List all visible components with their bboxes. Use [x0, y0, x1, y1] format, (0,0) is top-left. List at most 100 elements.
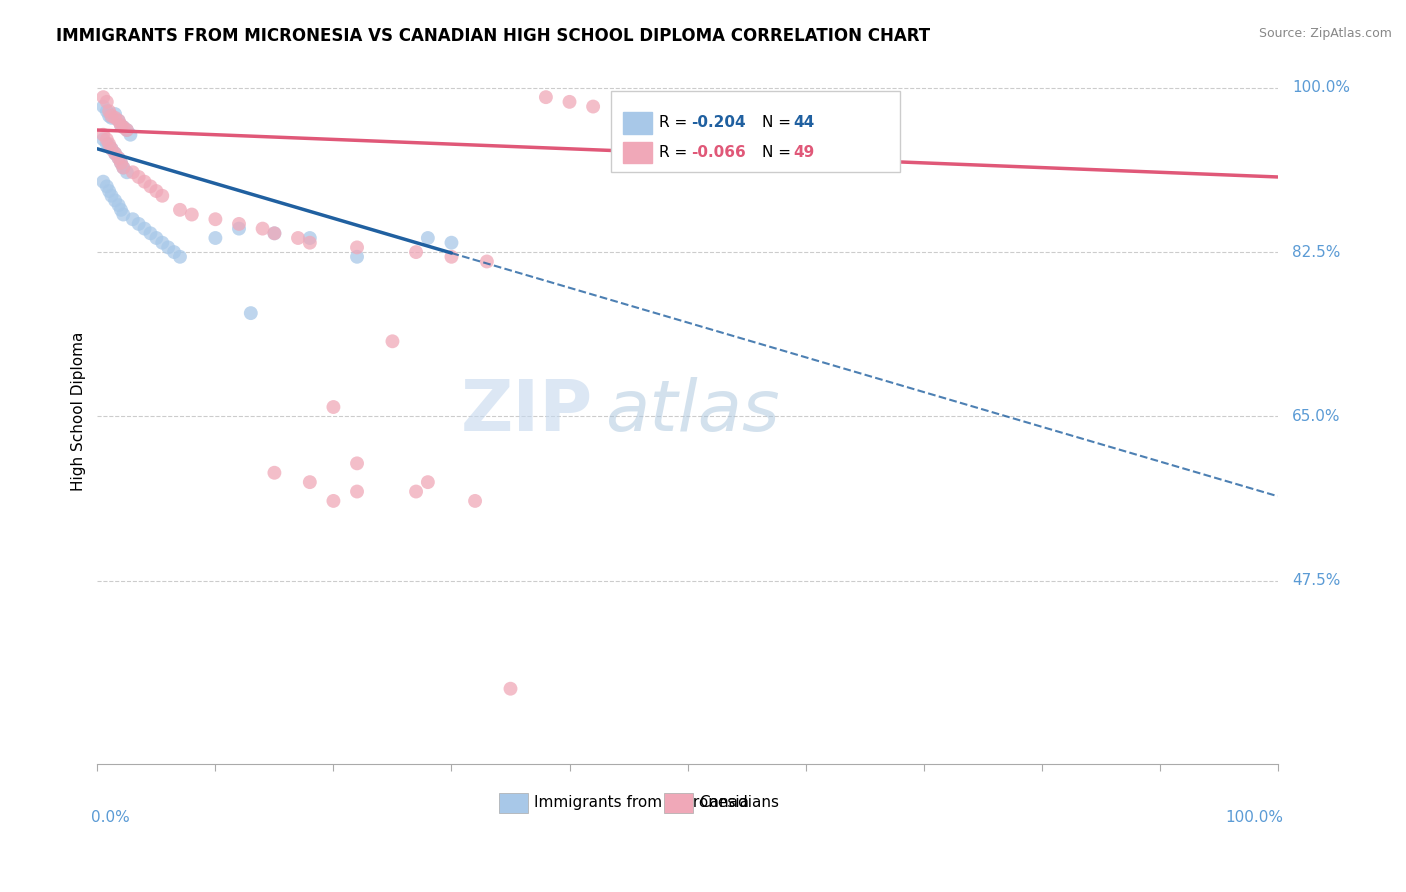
Point — [121, 165, 143, 179]
Point — [98, 109, 121, 123]
Text: -0.066: -0.066 — [692, 145, 745, 160]
Point — [263, 227, 285, 241]
Point — [96, 179, 118, 194]
Point — [346, 250, 368, 264]
Point — [440, 250, 463, 264]
Text: N =: N = — [762, 115, 796, 130]
Text: Immigrants from Micronesia: Immigrants from Micronesia — [534, 795, 749, 810]
Point — [128, 217, 150, 231]
Point — [91, 128, 114, 142]
Point — [110, 119, 132, 133]
Point — [91, 175, 114, 189]
Point — [416, 475, 439, 490]
Point — [96, 137, 118, 152]
Point — [110, 156, 132, 170]
Point — [139, 227, 162, 241]
Point — [145, 184, 167, 198]
Point — [110, 202, 132, 217]
Point — [112, 161, 135, 175]
Point — [228, 221, 250, 235]
Point — [104, 146, 127, 161]
Point — [298, 235, 321, 250]
FancyBboxPatch shape — [499, 793, 529, 814]
Text: 0.0%: 0.0% — [91, 810, 131, 824]
Point — [96, 95, 118, 109]
Point — [169, 250, 191, 264]
Point — [91, 132, 114, 146]
Point — [110, 156, 132, 170]
Point — [322, 400, 344, 414]
Point — [120, 128, 142, 142]
Point — [100, 142, 122, 156]
Point — [263, 227, 285, 241]
FancyBboxPatch shape — [664, 793, 693, 814]
Point — [405, 484, 427, 499]
Point — [157, 240, 180, 254]
Point — [107, 113, 129, 128]
Text: R =: R = — [659, 145, 692, 160]
Text: Canadians: Canadians — [699, 795, 779, 810]
Point — [145, 231, 167, 245]
Point — [346, 484, 368, 499]
Point — [416, 231, 439, 245]
Point — [98, 137, 121, 152]
Point — [107, 113, 129, 128]
Point — [107, 151, 129, 165]
Point — [150, 235, 173, 250]
Text: -0.204: -0.204 — [692, 115, 745, 130]
Point — [100, 111, 122, 125]
Point — [346, 240, 368, 254]
Point — [107, 151, 129, 165]
Point — [582, 99, 605, 113]
Text: Source: ZipAtlas.com: Source: ZipAtlas.com — [1258, 27, 1392, 40]
Text: ZIP: ZIP — [461, 377, 593, 446]
Point — [180, 208, 202, 222]
Point — [381, 334, 404, 349]
Point — [263, 466, 285, 480]
Point — [107, 198, 129, 212]
Point — [558, 95, 581, 109]
Point — [96, 104, 118, 119]
Y-axis label: High School Diploma: High School Diploma — [72, 332, 86, 491]
Point — [139, 179, 162, 194]
Point — [252, 221, 274, 235]
Text: 100.0%: 100.0% — [1292, 80, 1350, 95]
Point — [499, 681, 522, 696]
FancyBboxPatch shape — [610, 91, 900, 172]
Text: atlas: atlas — [605, 377, 779, 446]
Point — [121, 212, 143, 227]
Point — [112, 161, 135, 175]
Point — [322, 494, 344, 508]
Text: N =: N = — [762, 145, 796, 160]
Point — [150, 188, 173, 202]
Point — [115, 165, 138, 179]
Point — [228, 217, 250, 231]
Point — [112, 208, 135, 222]
Point — [298, 475, 321, 490]
Text: 49: 49 — [794, 145, 815, 160]
FancyBboxPatch shape — [623, 142, 652, 163]
Point — [134, 221, 156, 235]
Point — [287, 231, 309, 245]
Point — [100, 142, 122, 156]
Text: 44: 44 — [794, 115, 815, 130]
Point — [534, 90, 557, 104]
Text: 47.5%: 47.5% — [1292, 574, 1340, 588]
Point — [204, 231, 226, 245]
Point — [115, 123, 138, 137]
Point — [405, 245, 427, 260]
Point — [98, 139, 121, 153]
Point — [104, 146, 127, 161]
Point — [346, 456, 368, 470]
Point — [100, 188, 122, 202]
Point — [96, 132, 118, 146]
Point — [104, 194, 127, 208]
Point — [104, 107, 127, 121]
FancyBboxPatch shape — [623, 112, 652, 134]
Point — [204, 212, 226, 227]
Point — [100, 109, 122, 123]
Point — [98, 104, 121, 119]
Point — [112, 120, 135, 135]
Point — [169, 202, 191, 217]
Text: IMMIGRANTS FROM MICRONESIA VS CANADIAN HIGH SCHOOL DIPLOMA CORRELATION CHART: IMMIGRANTS FROM MICRONESIA VS CANADIAN H… — [56, 27, 931, 45]
